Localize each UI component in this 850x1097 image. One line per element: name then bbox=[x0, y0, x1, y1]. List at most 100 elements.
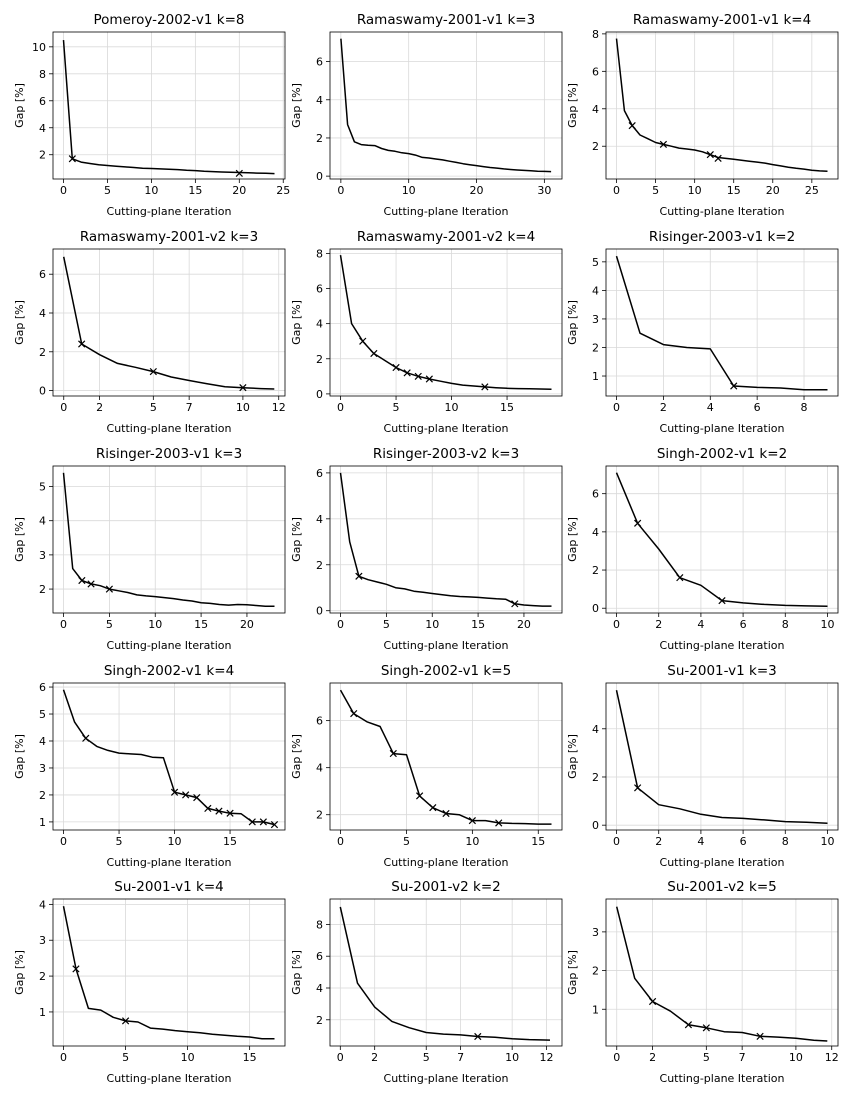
y-tick-label: 2 bbox=[39, 149, 46, 162]
y-axis-label: Gap [%] bbox=[290, 83, 303, 128]
plot-frame bbox=[329, 465, 563, 614]
subplot-14: 0 2 5 7 10 12 2 4 6 8 Su-2001-v2 k=2 Cutting-plane … bbox=[290, 879, 563, 1085]
y-axis-label: Gap [%] bbox=[13, 300, 26, 345]
chart-title: Su-2001-v2 k=5 bbox=[667, 879, 776, 895]
y-tick-label: 4 bbox=[592, 723, 599, 736]
data-marker bbox=[468, 816, 476, 825]
x-tick-label: 0 bbox=[337, 1051, 344, 1064]
subplot-5: 0 5 10 15 0 2 4 6 8 Ramaswamy-2001-v2 k=4 Cutting-… bbox=[290, 229, 563, 435]
x-tick-label: 15 bbox=[500, 401, 514, 414]
x-tick-label: 0 bbox=[60, 1051, 67, 1064]
y-tick-label: 2 bbox=[316, 132, 323, 145]
x-tick-label: 6 bbox=[740, 618, 747, 631]
x-axis-label: Cutting-plane Iteration bbox=[660, 856, 785, 869]
y-tick-label: 2 bbox=[316, 353, 323, 366]
y-tick-label: 8 bbox=[316, 247, 323, 260]
y-axis-label: Gap [%] bbox=[290, 950, 303, 995]
series-line bbox=[615, 38, 828, 173]
y-tick-label: 4 bbox=[39, 122, 46, 135]
data-marker bbox=[270, 820, 279, 829]
y-tick-label: 2 bbox=[39, 583, 46, 596]
x-tick-label: 15 bbox=[223, 835, 237, 848]
x-tick-label: 20 bbox=[240, 618, 254, 631]
series-line bbox=[62, 472, 275, 607]
x-axis-label: Cutting-plane Iteration bbox=[384, 1072, 509, 1085]
data-marker bbox=[425, 375, 433, 383]
y-tick-label: 3 bbox=[39, 934, 46, 947]
y-tick-label: 4 bbox=[39, 307, 46, 320]
series-line bbox=[339, 689, 552, 825]
plot-frame bbox=[52, 682, 286, 831]
x-tick-label: 15 bbox=[243, 1051, 257, 1064]
data-marker bbox=[495, 819, 503, 827]
x-tick-label: 0 bbox=[613, 835, 620, 848]
data-marker bbox=[659, 140, 668, 148]
x-tick-label: 5 bbox=[122, 1051, 129, 1064]
y-tick-label: 4 bbox=[39, 898, 46, 911]
data-marker bbox=[87, 580, 95, 588]
x-tick-label: 10 bbox=[820, 835, 834, 848]
y-tick-label: 4 bbox=[316, 318, 323, 331]
x-axis-label: Cutting-plane Iteration bbox=[384, 205, 509, 218]
x-axis-label: Cutting-plane Iteration bbox=[107, 856, 232, 869]
x-tick-label: 0 bbox=[613, 1051, 620, 1064]
x-tick-label: 7 bbox=[739, 1051, 746, 1064]
plot-frame bbox=[605, 682, 839, 831]
y-tick-label: 1 bbox=[592, 1003, 599, 1016]
y-tick-label: 2 bbox=[39, 789, 46, 802]
x-axis-label: Cutting-plane Iteration bbox=[660, 205, 785, 218]
data-marker bbox=[714, 154, 722, 163]
plot-frame bbox=[52, 898, 286, 1047]
y-tick-label: 2 bbox=[592, 564, 599, 577]
series-line bbox=[62, 906, 275, 1040]
data-marker bbox=[392, 363, 400, 372]
data-marker bbox=[248, 818, 256, 826]
x-tick-label: 0 bbox=[613, 184, 620, 197]
x-tick-label: 5 bbox=[106, 618, 113, 631]
y-tick-label: 1 bbox=[39, 1006, 46, 1019]
x-axis-label: Cutting-plane Iteration bbox=[384, 856, 509, 869]
y-tick-label: 3 bbox=[592, 926, 599, 939]
plot-frame bbox=[329, 248, 563, 397]
series-line bbox=[615, 472, 828, 608]
y-axis-label: Gap [%] bbox=[290, 734, 303, 779]
y-tick-label: 6 bbox=[316, 950, 323, 963]
y-tick-label: 0 bbox=[592, 602, 599, 615]
y-axis-label: Gap [%] bbox=[566, 950, 579, 995]
x-tick-label: 0 bbox=[60, 618, 67, 631]
y-tick-label: 6 bbox=[316, 715, 323, 728]
data-marker bbox=[370, 349, 378, 358]
y-tick-label: 2 bbox=[592, 341, 599, 354]
series-line bbox=[339, 906, 551, 1041]
series-line bbox=[339, 472, 552, 607]
series-line bbox=[339, 254, 552, 390]
x-tick-label: 10 bbox=[402, 184, 416, 197]
x-tick-label: 20 bbox=[517, 618, 531, 631]
chart-title: Singh-2002-v1 k=5 bbox=[381, 663, 511, 679]
x-tick-label: 25 bbox=[276, 184, 290, 197]
x-tick-label: 10 bbox=[144, 184, 158, 197]
x-tick-label: 12 bbox=[540, 1051, 554, 1064]
data-marker bbox=[634, 784, 642, 792]
x-tick-label: 20 bbox=[470, 184, 484, 197]
y-tick-label: 8 bbox=[39, 68, 46, 81]
data-marker bbox=[676, 574, 684, 582]
x-axis-label: Cutting-plane Iteration bbox=[660, 1072, 785, 1085]
y-axis-label: Gap [%] bbox=[13, 734, 26, 779]
subplot-2: 0 10 20 30 0 2 4 6 Ramaswamy-2001-v1 k=3 Cutting-… bbox=[290, 12, 563, 218]
x-tick-label: 10 bbox=[789, 1051, 803, 1064]
y-tick-label: 6 bbox=[316, 283, 323, 296]
subplot-4: 0 2 5 7 10 12 0 2 4 6 Ramaswamy-2001-v2 k=3 Cutting… bbox=[13, 229, 286, 435]
y-axis-label: Gap [%] bbox=[566, 300, 579, 345]
x-tick-label: 4 bbox=[697, 618, 704, 631]
x-tick-label: 12 bbox=[272, 401, 286, 414]
x-tick-label: 4 bbox=[707, 401, 714, 414]
y-tick-label: 4 bbox=[316, 762, 323, 775]
x-tick-label: 10 bbox=[688, 184, 702, 197]
x-tick-label: 20 bbox=[232, 184, 246, 197]
data-marker bbox=[403, 369, 411, 377]
chart-title: Singh-2002-v1 k=4 bbox=[104, 663, 234, 679]
x-tick-label: 30 bbox=[537, 184, 551, 197]
y-tick-label: 4 bbox=[592, 103, 599, 116]
